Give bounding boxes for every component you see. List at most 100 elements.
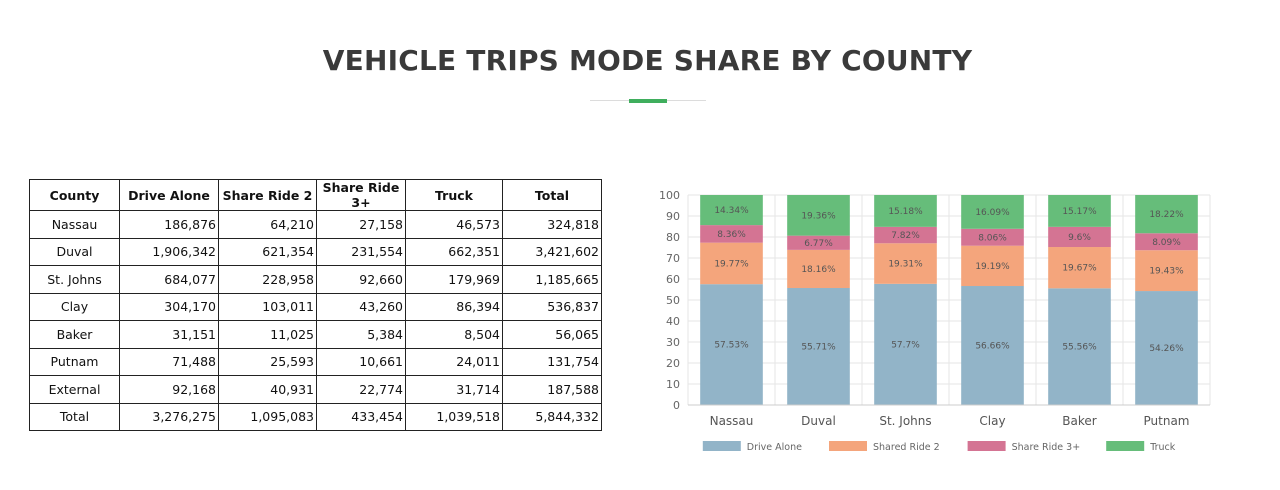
y-tick-label: 30 [666, 336, 680, 349]
table-row: Baker 31,151 11,025 5,384 8,504 56,065 [29, 320, 602, 349]
truck-cell: 1,039,518 [405, 402, 503, 431]
total-cell: 56,065 [502, 320, 602, 349]
county-cell: St. Johns [29, 265, 120, 294]
total-cell: 1,185,665 [502, 265, 602, 294]
bar-segment [787, 235, 850, 250]
header-drive-alone: Drive Alone [119, 179, 219, 211]
bar-segment [961, 228, 1024, 246]
legend-swatch [967, 441, 1006, 451]
data-label: 8.06% [978, 233, 1007, 243]
x-tick-label: Duval [801, 414, 836, 428]
bar-segment [874, 243, 937, 284]
legend-label: Shared Ride 2 [873, 442, 940, 453]
share-ride-2-cell: 11,025 [218, 320, 317, 349]
share-ride-2-cell: 103,011 [218, 292, 317, 321]
x-tick-label: Baker [1062, 414, 1096, 428]
header-share-ride-3plus: Share Ride 3+ [316, 179, 406, 211]
data-label: 54.26% [1149, 344, 1184, 354]
share-ride-2-cell: 64,210 [218, 210, 317, 239]
truck-cell: 86,394 [405, 292, 503, 321]
share-ride-2-cell: 25,593 [218, 347, 317, 376]
bar-segment [874, 194, 937, 227]
share-ride-2-cell: 1,095,083 [218, 402, 317, 431]
data-label: 16.09% [975, 208, 1010, 218]
bar-segment [1135, 233, 1198, 251]
header-truck: Truck [405, 179, 503, 211]
stacked-bar-chart: 0 10 20 30 40 50 60 70 80 90 100 57.53% 19.77% 8.36% 1… [659, 189, 1211, 453]
bar-segment [700, 242, 763, 285]
county-cell: Total [29, 402, 120, 431]
share-ride-3plus-cell: 231,554 [316, 237, 406, 266]
share-ride-2-cell: 228,958 [218, 265, 317, 294]
data-label: 57.53% [714, 341, 749, 351]
truck-cell: 46,573 [405, 210, 503, 239]
bar-segment [874, 283, 937, 405]
y-tick-label: 10 [666, 378, 680, 391]
legend-swatch [702, 441, 741, 451]
y-tick-label: 80 [666, 231, 680, 244]
total-cell: 131,754 [502, 347, 602, 376]
data-label: 57.7% [891, 340, 920, 350]
county-cell: Putnam [29, 347, 120, 376]
legend-swatch [1106, 441, 1145, 451]
data-label: 19.31% [888, 260, 923, 270]
county-cell: Clay [29, 292, 120, 321]
page-title: VEHICLE TRIPS MODE SHARE BY COUNTY [322, 44, 973, 77]
legend-label: Drive Alone [747, 442, 802, 453]
total-cell: 3,421,602 [502, 237, 602, 266]
header-county: County [29, 179, 120, 211]
table-row: Duval 1,906,342 621,354 231,554 662,351 … [29, 237, 602, 266]
table-header-row: County Drive Alone Share Ride 2 Share Ri… [29, 179, 602, 211]
truck-cell: 24,011 [405, 347, 503, 376]
bar-segment [700, 195, 763, 226]
drive-alone-cell: 1,906,342 [119, 237, 219, 266]
truck-cell: 8,504 [405, 320, 503, 349]
truck-cell: 179,969 [405, 265, 503, 294]
data-label: 19.43% [1149, 267, 1184, 277]
total-cell: 324,818 [502, 210, 602, 239]
share-ride-3plus-cell: 433,454 [316, 402, 406, 431]
bar-segment [700, 225, 763, 243]
bar-segment [1135, 250, 1198, 292]
bar-segment [700, 284, 763, 405]
share-ride-3plus-cell: 92,660 [316, 265, 406, 294]
data-label: 19.77% [714, 259, 749, 269]
drive-alone-cell: 186,876 [119, 210, 219, 239]
y-tick-label: 20 [666, 357, 680, 370]
bar-segment [961, 286, 1024, 405]
mode-share-table: County Drive Alone Share Ride 2 Share Ri… [29, 179, 602, 431]
y-tick-label: 50 [666, 294, 680, 307]
bar-segment [961, 245, 1024, 287]
share-ride-3plus-cell: 10,661 [316, 347, 406, 376]
table-row: External 92,168 40,931 22,774 31,714 187… [29, 375, 602, 404]
bar-segment [874, 226, 937, 244]
table-row: Nassau 186,876 64,210 27,158 46,573 324,… [29, 210, 602, 239]
data-label: 55.71% [801, 343, 836, 353]
data-label: 9.6% [1068, 233, 1091, 243]
total-cell: 536,837 [502, 292, 602, 321]
share-ride-3plus-cell: 27,158 [316, 210, 406, 239]
bar-segment [787, 195, 850, 236]
table-row: Clay 304,170 103,011 43,260 86,394 536,8… [29, 292, 602, 321]
y-tick-label: 0 [673, 399, 680, 412]
data-label: 19.67% [1062, 264, 1097, 274]
table-total-row: Total 3,276,275 1,095,083 433,454 1,039,… [29, 402, 602, 431]
data-label: 15.18% [888, 207, 923, 217]
x-tick-label: Putnam [1144, 414, 1190, 428]
truck-cell: 662,351 [405, 237, 503, 266]
legend-label: Truck [1149, 442, 1176, 453]
data-label: 19.19% [975, 262, 1010, 272]
truck-cell: 31,714 [405, 375, 503, 404]
county-cell: Duval [29, 237, 120, 266]
share-ride-2-cell: 621,354 [218, 237, 317, 266]
y-tick-label: 40 [666, 315, 680, 328]
data-label: 6.77% [804, 239, 833, 249]
bar-segment [1048, 288, 1111, 405]
x-tick-label: St. Johns [879, 414, 931, 428]
data-label: 8.36% [717, 230, 746, 240]
bar-segment [1048, 226, 1111, 248]
header-total: Total [502, 179, 602, 211]
bar-segment [1048, 247, 1111, 289]
y-tick-label: 70 [666, 252, 680, 265]
drive-alone-cell: 304,170 [119, 292, 219, 321]
